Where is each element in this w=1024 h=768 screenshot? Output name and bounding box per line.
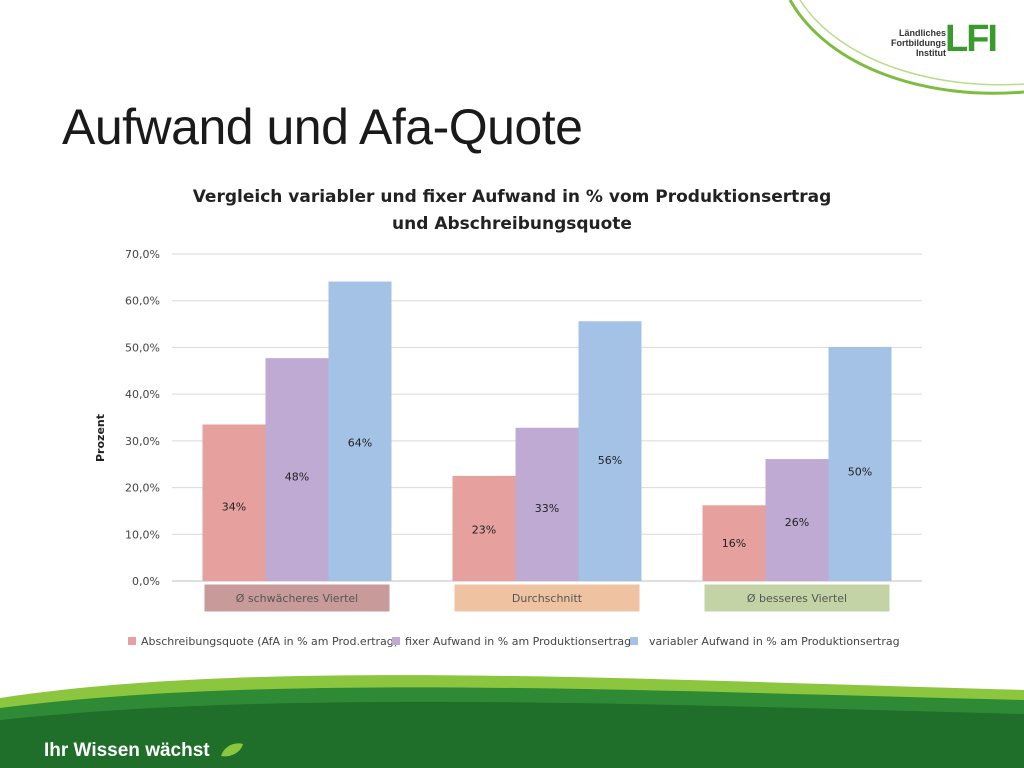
bar xyxy=(515,427,579,581)
data-label: 33% xyxy=(535,502,559,515)
category-box xyxy=(703,583,891,613)
logo-text: Ländliches Fortbildungs Institut xyxy=(891,28,946,58)
data-label: 16% xyxy=(722,537,746,550)
legend-label: fixer Aufwand in % am Produktionsertrag xyxy=(405,635,631,648)
footer-slogan-text: Ihr Wissen wächst xyxy=(44,740,210,761)
legend: Abschreibungsquote (AfA in % am Prod.ert… xyxy=(128,635,900,648)
footer-wave xyxy=(0,675,1024,768)
bar xyxy=(202,424,266,581)
x-tick-label: Durchschnitt xyxy=(512,592,583,605)
logo-text-line: Fortbildungs xyxy=(891,38,946,48)
data-label: 50% xyxy=(848,466,872,479)
data-label: 56% xyxy=(598,454,622,467)
y-tick-label: 40,0% xyxy=(125,388,160,401)
slide-title: Aufwand und Afa-Quote xyxy=(62,99,583,155)
lfi-logo: LFI xyxy=(945,18,998,60)
footer-slogan: Ihr Wissen wächst xyxy=(44,740,245,762)
logo-text-line: Ländliches xyxy=(898,28,946,38)
chart-title-line-2: und Abschreibungsquote xyxy=(392,214,632,234)
y-axis-label: Prozent xyxy=(94,414,107,462)
y-tick-label: 30,0% xyxy=(125,435,160,448)
x-tick-label: Ø besseres Viertel xyxy=(747,592,847,605)
x-tick-label: Ø schwächeres Viertel xyxy=(236,592,358,605)
y-tick-label: 20,0% xyxy=(125,482,160,495)
data-label: 26% xyxy=(785,516,809,529)
bar xyxy=(265,358,329,581)
bar xyxy=(702,505,766,581)
bar xyxy=(328,281,392,581)
bar-chart: Vergleich variabler und fixer Aufwand in… xyxy=(94,187,922,648)
category-box xyxy=(203,583,391,613)
category-layer: Ø schwächeres Viertel Durchschnitt Ø besse… xyxy=(203,583,891,613)
legend-label: variabler Aufwand in % am Produktionsert… xyxy=(649,635,900,648)
category-box xyxy=(453,583,641,613)
bar xyxy=(828,346,892,581)
logo-text-line: Institut xyxy=(916,48,946,58)
bar xyxy=(578,321,642,581)
bar xyxy=(765,459,829,581)
bars-layer: 34% 48% 64% 23% 33% 56% 16% 26% 50% xyxy=(202,281,892,581)
y-tick-label: 0,0% xyxy=(132,575,160,588)
data-label: 34% xyxy=(222,501,246,514)
legend-swatch xyxy=(128,637,136,645)
data-label: 23% xyxy=(472,524,496,537)
data-label: 48% xyxy=(285,471,309,484)
data-label: 64% xyxy=(348,436,372,449)
y-tick-label: 70,0% xyxy=(125,248,160,261)
y-tick-label: 50,0% xyxy=(125,341,160,354)
legend-swatch xyxy=(630,637,638,645)
legend-label: Abschreibungsquote (AfA in % am Prod.ert… xyxy=(141,635,398,648)
y-tick-label: 10,0% xyxy=(125,528,160,541)
leaf-icon xyxy=(220,743,243,757)
y-tick-label: 60,0% xyxy=(125,295,160,308)
legend-swatch xyxy=(392,637,400,645)
bar xyxy=(452,475,516,581)
header-arc xyxy=(788,0,1024,95)
chart-title-line-1: Vergleich variabler und fixer Aufwand in… xyxy=(193,187,832,207)
